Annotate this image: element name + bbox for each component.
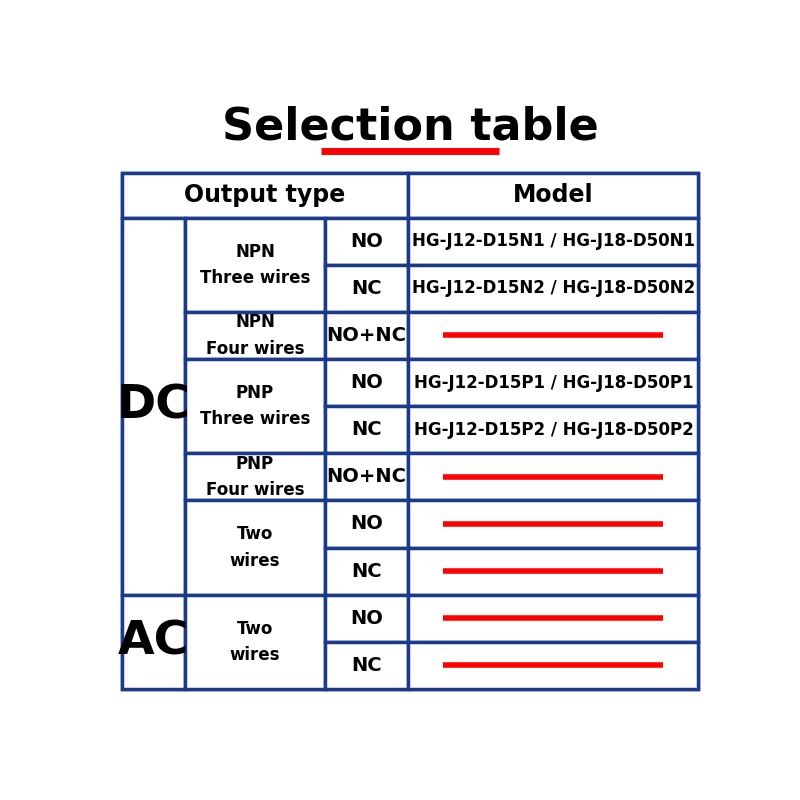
Bar — [186, 312, 325, 359]
Bar — [409, 642, 698, 689]
Bar — [186, 218, 325, 312]
Bar — [325, 642, 409, 689]
Bar — [325, 594, 409, 642]
Bar — [409, 594, 698, 642]
Text: HG-J12-D15N2 / HG-J18-D50N2: HG-J12-D15N2 / HG-J18-D50N2 — [412, 279, 695, 298]
Bar — [409, 501, 698, 547]
Text: Two
wires: Two wires — [230, 526, 280, 570]
Bar — [409, 265, 698, 312]
Bar — [122, 218, 186, 594]
Bar — [409, 406, 698, 454]
Text: NO+NC: NO+NC — [326, 326, 406, 345]
Bar — [186, 359, 325, 454]
Bar — [186, 454, 325, 501]
Text: NC: NC — [351, 562, 382, 581]
Text: NPN
Three wires: NPN Three wires — [200, 242, 310, 287]
Text: PNP
Three wires: PNP Three wires — [200, 384, 310, 428]
Text: NPN
Four wires: NPN Four wires — [206, 314, 304, 358]
Text: AC: AC — [118, 619, 189, 664]
Bar — [186, 594, 325, 689]
Bar — [325, 359, 409, 406]
Text: Selection table: Selection table — [222, 106, 598, 148]
Text: NC: NC — [351, 420, 382, 439]
Bar — [325, 454, 409, 501]
Text: HG-J12-D15N1 / HG-J18-D50N1: HG-J12-D15N1 / HG-J18-D50N1 — [412, 232, 695, 250]
Text: DC: DC — [117, 384, 190, 429]
Bar — [325, 501, 409, 547]
Text: NC: NC — [351, 656, 382, 675]
Bar — [409, 173, 698, 218]
Text: NO+NC: NO+NC — [326, 467, 406, 486]
Bar — [409, 218, 698, 265]
Bar — [186, 501, 325, 594]
Text: NO: NO — [350, 232, 383, 250]
Text: Model: Model — [513, 183, 594, 207]
Text: NO: NO — [350, 609, 383, 628]
Text: HG-J12-D15P2 / HG-J18-D50P2: HG-J12-D15P2 / HG-J18-D50P2 — [414, 421, 694, 438]
Bar — [325, 547, 409, 594]
Bar — [122, 173, 409, 218]
Bar — [325, 312, 409, 359]
Text: NO: NO — [350, 373, 383, 392]
Text: NC: NC — [351, 279, 382, 298]
Bar — [409, 359, 698, 406]
Bar — [325, 218, 409, 265]
Bar — [122, 173, 698, 689]
Bar — [409, 547, 698, 594]
Bar — [325, 406, 409, 454]
Text: NO: NO — [350, 514, 383, 534]
Text: HG-J12-D15P1 / HG-J18-D50P1: HG-J12-D15P1 / HG-J18-D50P1 — [414, 374, 693, 391]
Bar — [409, 312, 698, 359]
Text: Two
wires: Two wires — [230, 619, 280, 664]
Bar — [409, 454, 698, 501]
Text: Output type: Output type — [185, 183, 346, 207]
Text: PNP
Four wires: PNP Four wires — [206, 454, 304, 499]
Bar — [325, 265, 409, 312]
Bar — [122, 594, 186, 689]
